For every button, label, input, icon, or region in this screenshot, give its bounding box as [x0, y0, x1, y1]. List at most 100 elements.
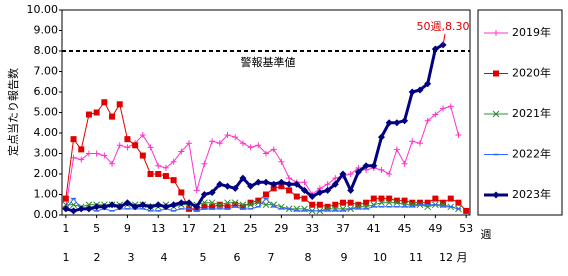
data-point [201, 160, 208, 167]
data-point [208, 188, 216, 196]
data-point [177, 199, 185, 207]
data-point [93, 150, 100, 157]
data-point [209, 203, 216, 210]
month-label: 2 [94, 251, 101, 264]
y-tick-label: 8.00 [34, 44, 59, 57]
data-point [247, 201, 254, 209]
data-point [216, 180, 224, 188]
data-point [455, 199, 462, 206]
data-point [116, 142, 123, 149]
series-line [65, 197, 459, 212]
data-point [193, 187, 200, 194]
data-point [216, 201, 224, 209]
data-point [278, 158, 285, 165]
data-point [339, 170, 347, 178]
data-point [62, 195, 69, 202]
legend-label: 2019年 [512, 25, 551, 39]
data-point [362, 162, 370, 170]
data-point [109, 113, 116, 120]
data-point [85, 201, 93, 209]
data-point [393, 119, 401, 127]
data-point [132, 142, 139, 149]
data-point [301, 179, 308, 186]
series-line [65, 105, 459, 207]
data-point [300, 186, 308, 194]
data-point [62, 205, 70, 213]
data-point [416, 86, 424, 94]
data-point [432, 195, 439, 202]
data-point [247, 144, 254, 151]
data-point [239, 140, 246, 147]
month-label: 4 [161, 251, 168, 264]
data-point [239, 203, 246, 210]
data-point [447, 195, 454, 202]
x-tick-label: 21 [213, 222, 227, 235]
data-point [85, 150, 92, 157]
data-point [316, 188, 324, 196]
legend-frame [477, 9, 563, 216]
data-point [347, 199, 354, 206]
y-tick-label: 3.00 [34, 147, 59, 160]
data-point [224, 203, 231, 210]
data-point [139, 201, 147, 209]
data-point [255, 197, 262, 204]
month-label: 8 [305, 251, 312, 264]
y-axis-title: 定点当たり報告数 [6, 68, 20, 156]
month-unit: 月 [457, 251, 468, 264]
data-point [147, 203, 155, 211]
data-point [178, 189, 185, 196]
month-label: 12 [439, 251, 453, 264]
data-point [224, 132, 231, 139]
month-label: 7 [268, 251, 275, 264]
month-label: 5 [200, 251, 207, 264]
x-tick-label: 41 [367, 222, 381, 235]
data-point [432, 111, 439, 118]
data-point [85, 111, 92, 118]
data-point [347, 186, 355, 194]
data-point [377, 133, 385, 141]
data-point [162, 203, 170, 211]
data-point [386, 171, 393, 177]
data-point [170, 201, 178, 209]
data-point [263, 150, 269, 157]
y-tick-label: 1.00 [34, 188, 59, 201]
data-point [408, 88, 416, 96]
data-point [70, 201, 77, 209]
x-tick-label: 53 [459, 222, 473, 235]
x-tick-label: 13 [151, 222, 165, 235]
y-tick-label: 4.00 [34, 126, 59, 139]
legend-marker [492, 191, 500, 199]
month-label: 6 [234, 251, 241, 264]
data-point [70, 207, 78, 215]
x-tick-label: 9 [124, 222, 131, 235]
legend-label: 2023年 [512, 187, 551, 201]
data-point [286, 187, 293, 194]
data-point [178, 148, 185, 155]
x-tick-label: 25 [244, 222, 258, 235]
data-point [100, 203, 108, 211]
annotation: 50週,8.30 [417, 20, 470, 33]
data-point [247, 182, 255, 190]
data-point [401, 197, 408, 204]
data-point [108, 201, 116, 209]
data-point [378, 199, 385, 207]
y-tick-label: 9.00 [34, 24, 59, 37]
data-point [385, 119, 393, 127]
x-tick-label: 5 [93, 222, 100, 235]
month-label: 11 [409, 251, 423, 264]
data-point [354, 168, 362, 176]
data-point [424, 80, 432, 88]
data-point [401, 117, 409, 125]
data-point [370, 162, 378, 170]
data-point [393, 146, 400, 153]
data-point [209, 138, 216, 145]
x-axis-title: 週 [481, 228, 492, 241]
data-point [262, 201, 270, 209]
data-point [386, 195, 393, 202]
data-point [170, 177, 177, 184]
data-point [316, 201, 323, 208]
data-point [285, 180, 293, 188]
data-point [277, 178, 285, 186]
data-point [231, 199, 239, 207]
legend-marker [492, 110, 500, 118]
